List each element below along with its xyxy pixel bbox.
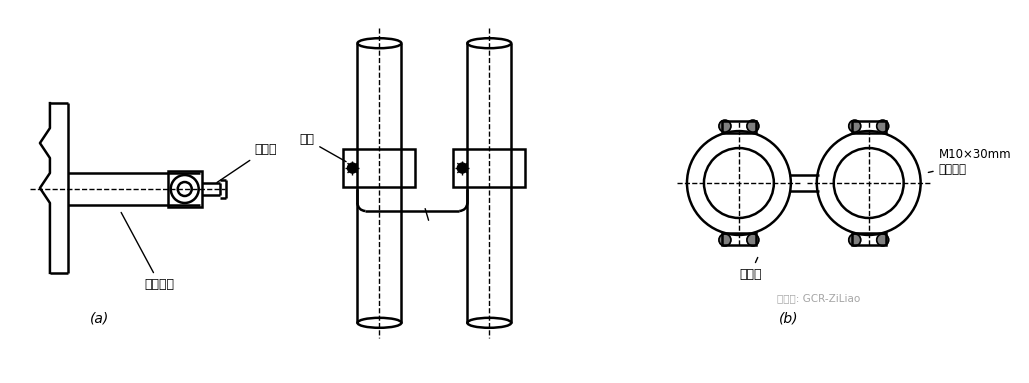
Text: 抱箍: 抱箍 <box>299 133 346 162</box>
Text: 连接线: 连接线 <box>217 143 277 182</box>
Bar <box>852 233 886 245</box>
Text: (b): (b) <box>779 312 799 326</box>
Bar <box>722 233 756 245</box>
Text: 微信号: GCR-ZiLiao: 微信号: GCR-ZiLiao <box>777 293 860 303</box>
Circle shape <box>849 234 860 246</box>
Circle shape <box>719 120 731 132</box>
Circle shape <box>747 120 758 132</box>
Bar <box>852 121 886 133</box>
Text: M10×30mm
镀锌螺栓: M10×30mm 镀锌螺栓 <box>928 148 1012 176</box>
Bar <box>168 171 202 207</box>
Text: 跨接线: 跨接线 <box>739 257 761 281</box>
Circle shape <box>719 234 731 246</box>
Circle shape <box>348 163 357 173</box>
Text: 金属管道: 金属管道 <box>121 213 175 291</box>
Text: (a): (a) <box>91 312 109 326</box>
Circle shape <box>877 234 889 246</box>
Circle shape <box>849 120 860 132</box>
Bar <box>722 121 756 133</box>
Bar <box>454 149 525 187</box>
Circle shape <box>877 120 889 132</box>
Circle shape <box>457 163 467 173</box>
Bar <box>344 149 416 187</box>
Circle shape <box>747 234 758 246</box>
